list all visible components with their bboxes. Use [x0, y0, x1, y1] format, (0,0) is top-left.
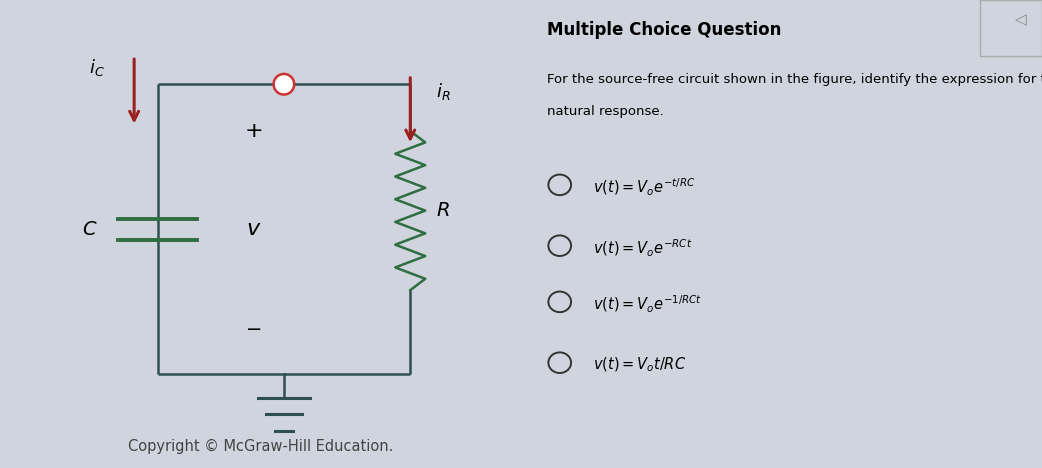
- Text: ◁: ◁: [1015, 12, 1026, 27]
- Text: $i_C$: $i_C$: [89, 58, 104, 78]
- Text: $C$: $C$: [82, 220, 98, 239]
- Text: $v(t) = V_o e^{-1/RCt}$: $v(t) = V_o e^{-1/RCt}$: [593, 293, 702, 315]
- Text: natural response.: natural response.: [547, 105, 664, 118]
- Text: $v$: $v$: [246, 219, 262, 239]
- Text: Copyright © McGraw-Hill Education.: Copyright © McGraw-Hill Education.: [128, 439, 393, 454]
- FancyBboxPatch shape: [981, 0, 1042, 56]
- Text: $R$: $R$: [436, 201, 450, 220]
- Text: $v(t) = V_o e^{-t/RC}$: $v(t) = V_o e^{-t/RC}$: [593, 176, 696, 198]
- Text: $v(t) = V_o t/RC$: $v(t) = V_o t/RC$: [593, 356, 687, 374]
- Text: $+$: $+$: [245, 121, 263, 141]
- Circle shape: [274, 74, 294, 95]
- Text: For the source-free circuit shown in the figure, identify the expression for the: For the source-free circuit shown in the…: [547, 73, 1042, 86]
- Text: $i_R$: $i_R$: [436, 81, 450, 102]
- Text: $v(t) = V_o e^{-RCt}$: $v(t) = V_o e^{-RCt}$: [593, 237, 693, 259]
- Text: Multiple Choice Question: Multiple Choice Question: [547, 21, 782, 39]
- Text: $-$: $-$: [246, 318, 262, 337]
